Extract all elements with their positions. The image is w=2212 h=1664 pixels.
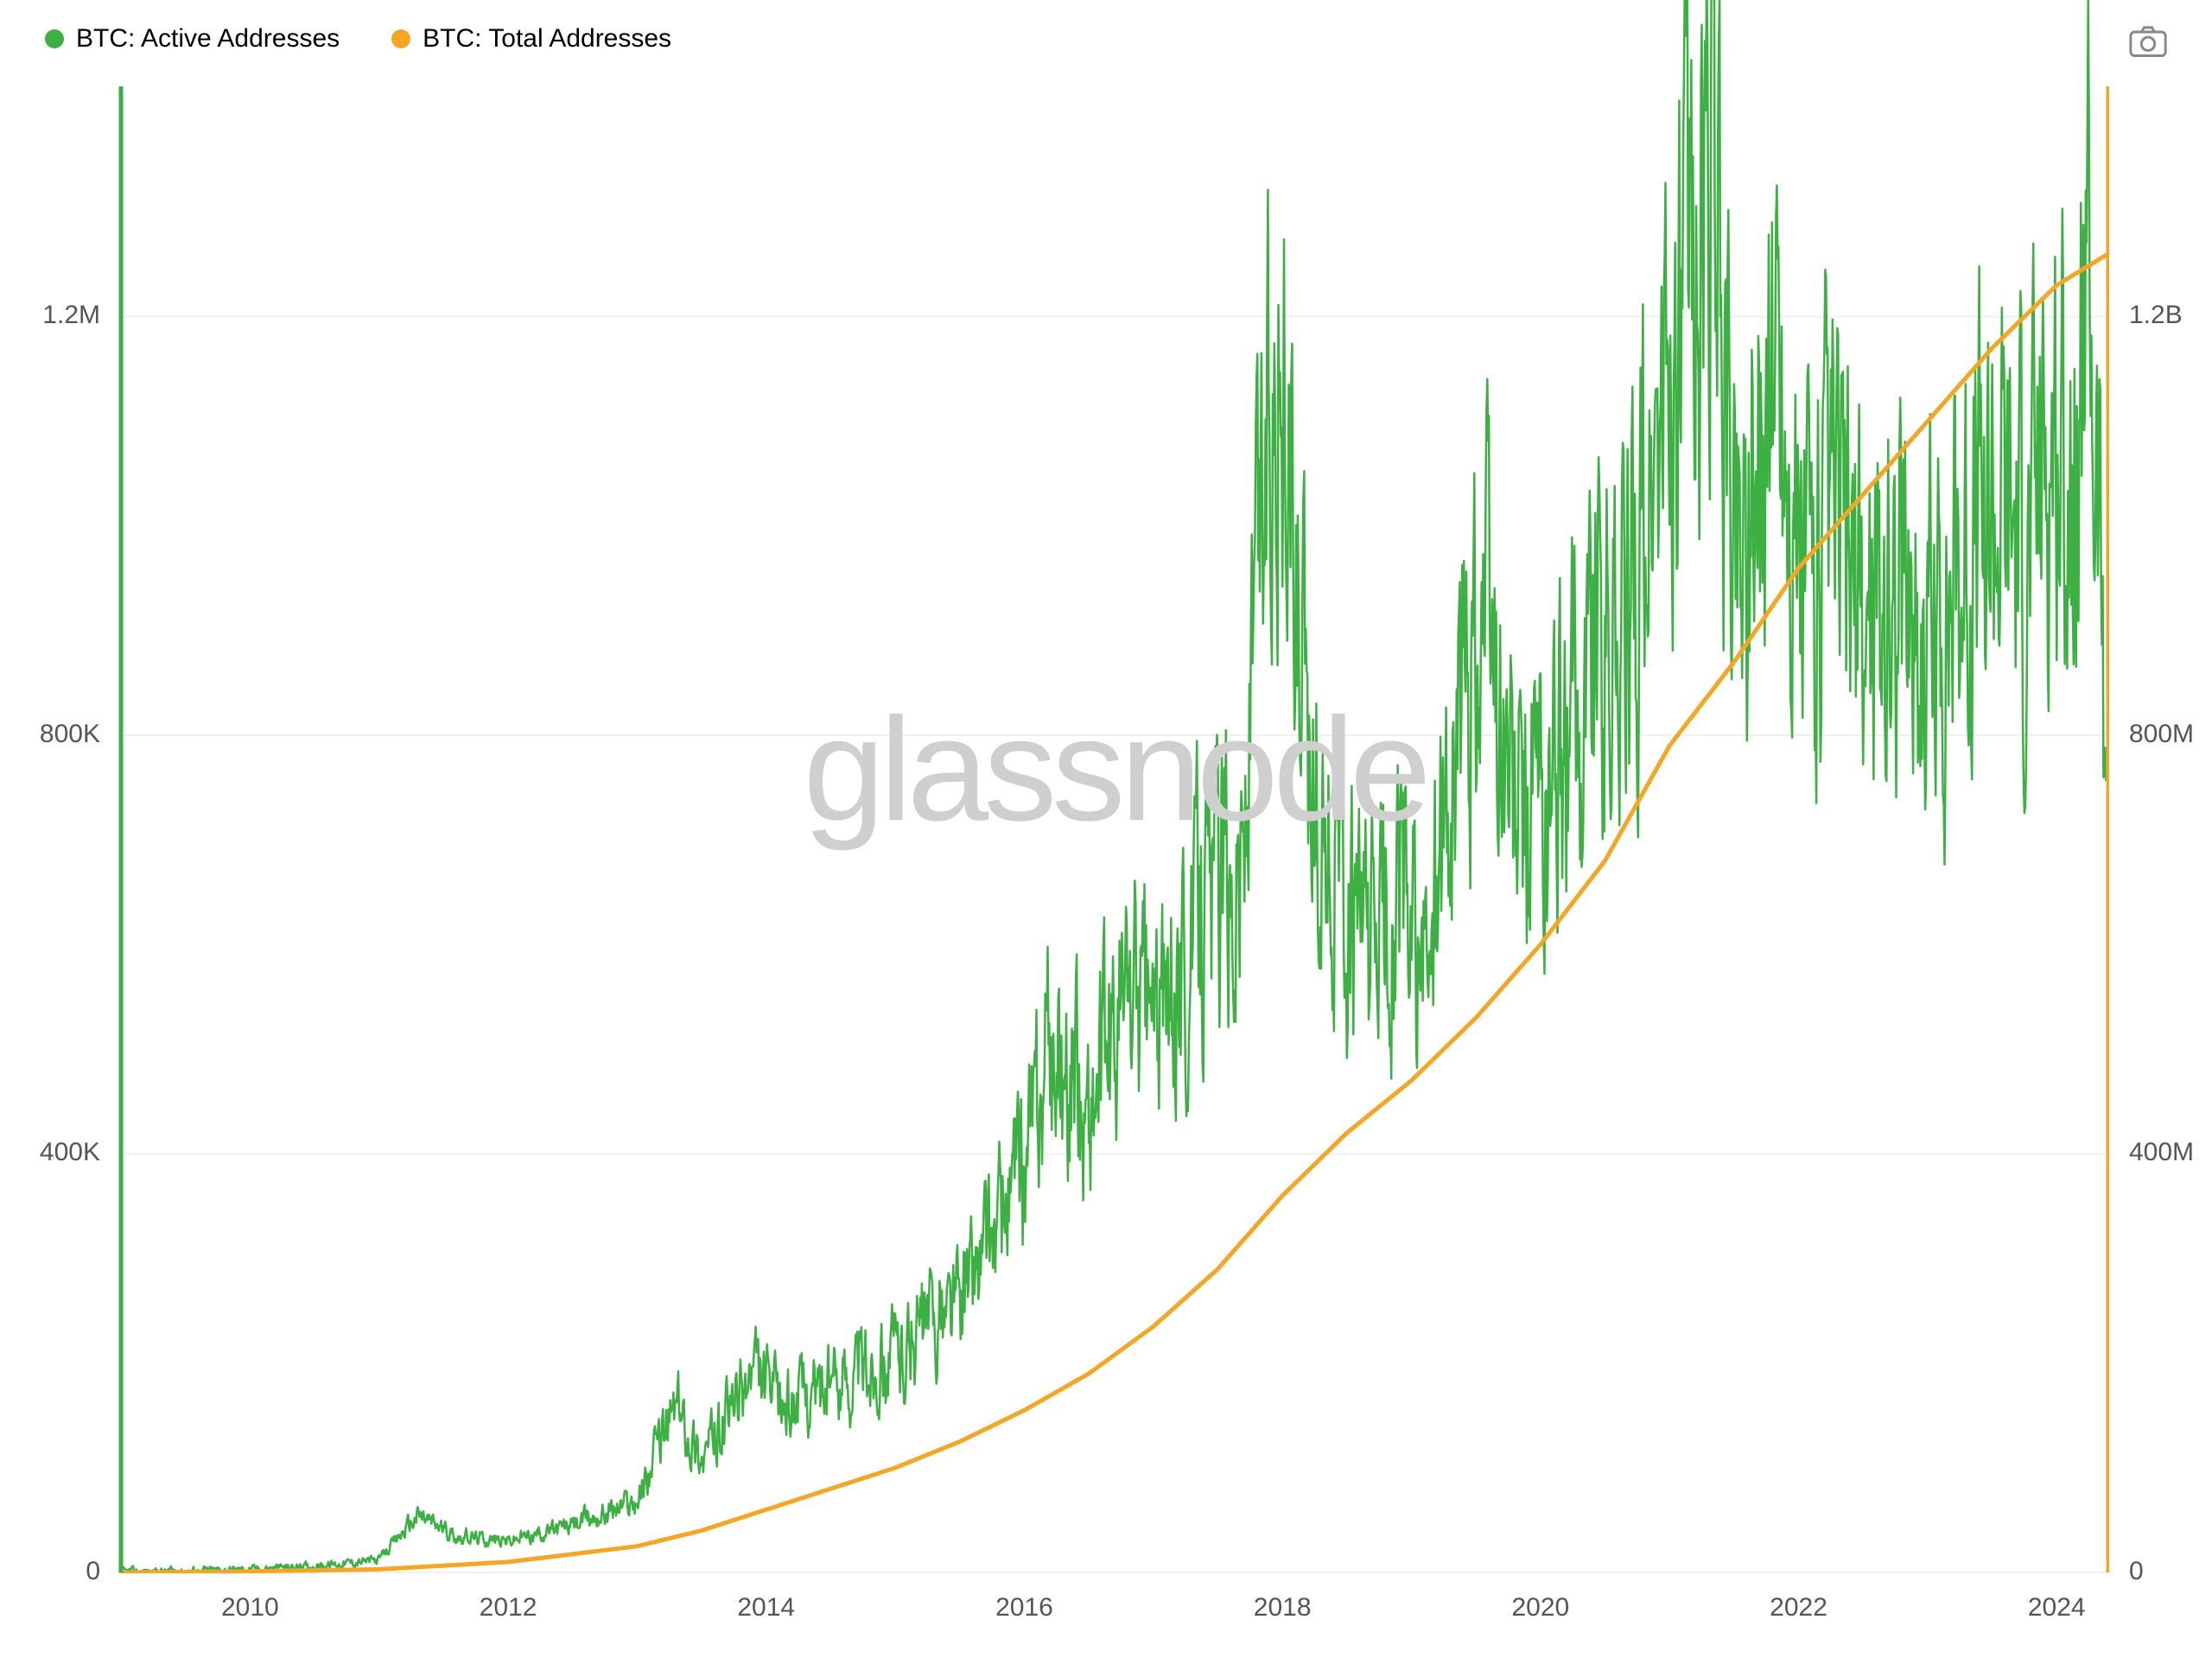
- y-right-tick: 1.2B: [2129, 301, 2183, 330]
- y-right-tick: 0: [2129, 1557, 2144, 1586]
- addresses-chart: [0, 0, 2109, 1573]
- x-tick: 2012: [480, 1593, 537, 1623]
- x-tick: 2010: [221, 1593, 279, 1623]
- x-tick: 2014: [737, 1593, 795, 1623]
- x-tick: 2022: [1770, 1593, 1827, 1623]
- x-tick: 2018: [1254, 1593, 1312, 1623]
- camera-icon[interactable]: [2129, 24, 2167, 59]
- x-tick: 2016: [995, 1593, 1053, 1623]
- y-left-tick: 400K: [40, 1138, 100, 1167]
- y-left-tick: 800K: [40, 720, 100, 749]
- x-tick: 2024: [2028, 1593, 2086, 1623]
- y-right-tick: 400M: [2129, 1138, 2194, 1167]
- x-tick: 2020: [1511, 1593, 1569, 1623]
- y-right-tick: 800M: [2129, 720, 2194, 749]
- y-left-tick: 1.2M: [42, 301, 100, 330]
- y-left-tick: 0: [86, 1557, 100, 1586]
